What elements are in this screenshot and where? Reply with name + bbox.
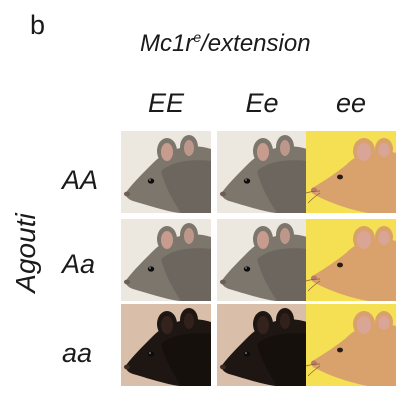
agouti-gray-mouse-photo: [217, 131, 307, 213]
mouse-tile-Aa-Ee: [217, 219, 307, 301]
mouse-tile-Aa-ee: [306, 219, 396, 301]
gene-title: Mc1re/extension: [140, 30, 311, 56]
agouti-gray-mouse-photo: [217, 219, 307, 301]
mouse-tile-AA-Ee: [217, 131, 307, 213]
row-label-Aa: Aa: [62, 249, 96, 279]
agouti-gray-mouse-photo: [121, 219, 211, 301]
yellow-mouse-photo: [306, 131, 396, 213]
column-label-Ee: Ee: [245, 88, 279, 118]
agouti-gray-mouse-photo: [121, 131, 211, 213]
gene-title-rest: /extension: [201, 30, 311, 57]
mouse-tile-Aa-EE: [121, 219, 211, 301]
column-label-ee: ee: [335, 88, 367, 118]
row-label-aa: aa: [62, 338, 93, 368]
gene-title-superscript: e: [193, 29, 202, 45]
mouse-tile-aa-EE: [121, 304, 211, 386]
mouse-tile-AA-ee: [306, 131, 396, 213]
panel-letter: b: [30, 10, 46, 40]
row-label-AA: AA: [62, 165, 99, 195]
black-mouse-photo: [217, 304, 307, 386]
column-label-EE: EE: [147, 88, 185, 118]
yellow-mouse-photo: [306, 304, 396, 386]
yellow-mouse-photo: [306, 219, 396, 301]
mouse-tile-aa-ee: [306, 304, 396, 386]
agouti-axis-label: Agouti: [10, 213, 41, 293]
gene-title-main: Mc1r: [140, 30, 194, 57]
black-mouse-photo: [121, 304, 211, 386]
mouse-tile-AA-EE: [121, 131, 211, 213]
mouse-tile-aa-Ee: [217, 304, 307, 386]
